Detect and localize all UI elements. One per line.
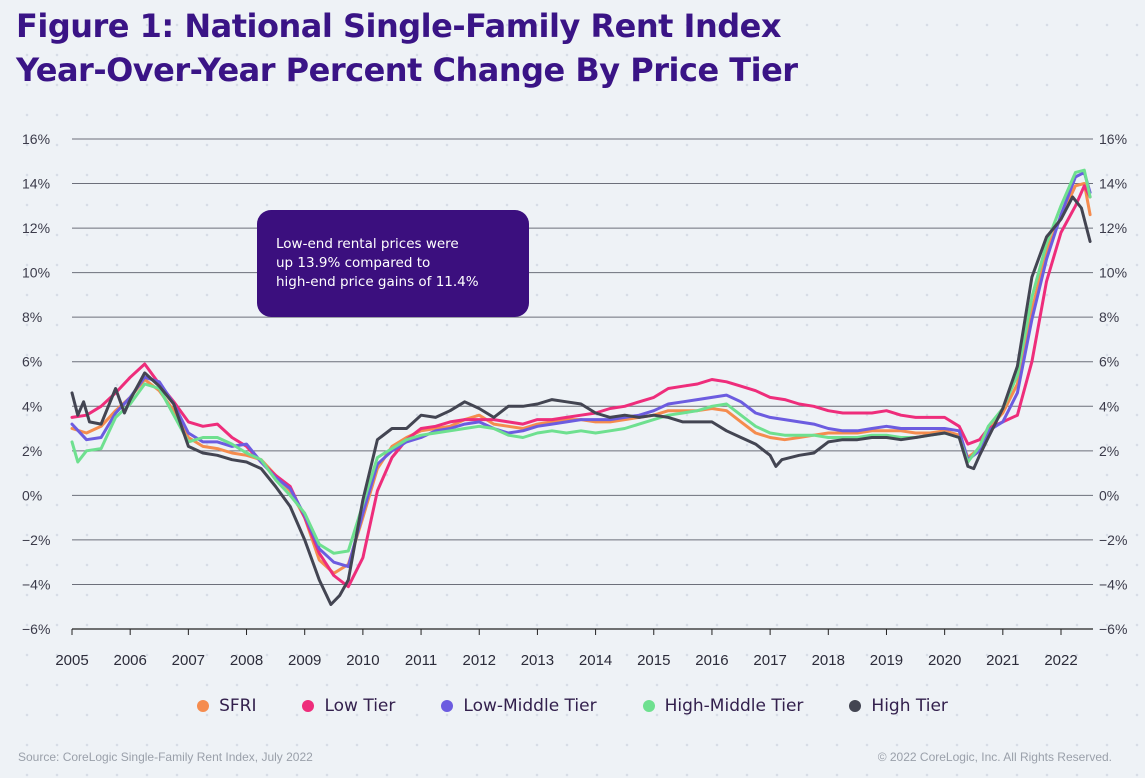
legend-marker-high-tier <box>849 700 862 712</box>
legend-marker-sfri <box>197 700 210 712</box>
series-line-low-tier <box>70 184 1092 589</box>
x-tick-label: 2009 <box>288 652 321 669</box>
y-tick-label-right: −2% <box>1099 532 1127 548</box>
y-tick-label-left: −4% <box>22 576 50 592</box>
legend-label-low-tier: Low Tier <box>324 696 396 716</box>
y-tick-label-left: −2% <box>22 532 50 548</box>
x-tick-label: 2010 <box>346 652 379 669</box>
x-tick-label: 2014 <box>579 652 612 669</box>
callout-line-2: up 13.9% compared to <box>276 255 431 271</box>
legend-item-low-middle-tier[interactable]: Low-Middle Tier <box>441 696 597 716</box>
y-tick-label-left: 10% <box>22 265 50 281</box>
series-lines <box>70 168 1092 606</box>
y-axis-right: −6% −4% −2% 0% 2% 4% 6% 8% 10% 12% 14% 16% <box>1099 131 1127 637</box>
series-line-sfri <box>70 182 1092 575</box>
legend-marker-high-middle-tier <box>642 700 655 712</box>
callout-line-3: high-end price gains of 11.4% <box>276 274 479 290</box>
y-tick-label-left: 4% <box>22 398 42 414</box>
x-tick-label: 2021 <box>986 652 1019 669</box>
legend-label-low-middle-tier: Low-Middle Tier <box>463 696 597 716</box>
y-tick-label-right: 6% <box>1099 354 1119 370</box>
x-tick-label: 2017 <box>753 652 786 669</box>
legend-item-high-tier[interactable]: High Tier <box>849 696 948 716</box>
x-tick-label: 2006 <box>113 652 146 669</box>
copyright-note: © 2022 CoreLogic, Inc. All Rights Reserv… <box>877 750 1112 764</box>
chart-title-line-1: Figure 1: National Single-Family Rent In… <box>16 7 781 45</box>
chart-title: Figure 1: National Single-Family Rent In… <box>16 4 798 92</box>
gridlines <box>72 138 1093 630</box>
legend-marker-low-middle-tier <box>441 700 454 712</box>
x-tick-label: 2005 <box>55 652 88 669</box>
x-tick-label: 2015 <box>637 652 670 669</box>
line-chart: −6% −4% −2% 0% 2% 4% 6% 8% 10% 12% 14% 16% −6% −4% −2… <box>22 131 1127 669</box>
y-tick-label-left: 14% <box>22 176 50 192</box>
y-tick-label-right: −6% <box>1099 621 1127 637</box>
legend: SFRI Low Tier Low-Middle Tier High-Middl… <box>0 696 1145 716</box>
x-tick-label: 2007 <box>172 652 205 669</box>
x-tick-label: 2013 <box>521 652 554 669</box>
source-note: Source: CoreLogic Single-Family Rent Ind… <box>18 750 313 764</box>
y-tick-label-right: 16% <box>1099 131 1127 147</box>
y-tick-label-right: 14% <box>1099 176 1127 192</box>
y-tick-label-right: 8% <box>1099 309 1119 325</box>
legend-label-high-middle-tier: High-Middle Tier <box>664 696 804 716</box>
x-tick-label: 2018 <box>812 652 845 669</box>
y-tick-label-right: 4% <box>1099 398 1119 414</box>
y-tick-label-right: 0% <box>1099 487 1119 503</box>
series-line-low-middle-tier <box>70 170 1092 569</box>
y-tick-label-right: 10% <box>1099 265 1127 281</box>
x-tick-label: 2020 <box>928 652 961 669</box>
x-tick-label: 2016 <box>695 652 728 669</box>
y-tick-label-right: 12% <box>1099 220 1127 236</box>
legend-item-high-middle-tier[interactable]: High-Middle Tier <box>642 696 804 716</box>
legend-marker-low-tier <box>302 700 315 712</box>
x-tick-label: 2019 <box>870 652 903 669</box>
y-tick-label-right: −4% <box>1099 576 1127 592</box>
y-tick-label-left: 16% <box>22 131 50 147</box>
legend-label-sfri: SFRI <box>219 696 257 716</box>
y-tick-label-right: 2% <box>1099 443 1119 459</box>
annotation-callout: Low-end rental prices were up 13.9% comp… <box>257 210 529 317</box>
series-line-high-tier <box>70 195 1092 606</box>
y-tick-label-left: 6% <box>22 354 42 370</box>
y-tick-label-left: 2% <box>22 443 42 459</box>
x-axis: 2005 2006 2007 2008 2009 2010 2011 2012 2013 2014… <box>55 628 1093 669</box>
legend-item-low-tier[interactable]: Low Tier <box>302 696 395 716</box>
legend-item-sfri[interactable]: SFRI <box>197 696 256 716</box>
y-axis-left: −6% −4% −2% 0% 2% 4% 6% 8% 10% 12% 14% 16% <box>22 131 50 637</box>
legend-label-high-tier: High Tier <box>871 696 948 716</box>
y-tick-label-left: 12% <box>22 220 50 236</box>
x-tick-label: 2008 <box>230 652 263 669</box>
chart-title-line-2: Year-Over-Year Percent Change By Price T… <box>16 51 798 89</box>
x-tick-label: 2012 <box>463 652 496 669</box>
y-tick-label-left: 0% <box>22 487 42 503</box>
callout-line-1: Low-end rental prices were <box>276 236 459 252</box>
x-tick-label: 2011 <box>405 652 437 669</box>
y-tick-label-left: 8% <box>22 309 42 325</box>
y-tick-label-left: −6% <box>22 621 50 637</box>
x-tick-label: 2022 <box>1044 652 1077 669</box>
